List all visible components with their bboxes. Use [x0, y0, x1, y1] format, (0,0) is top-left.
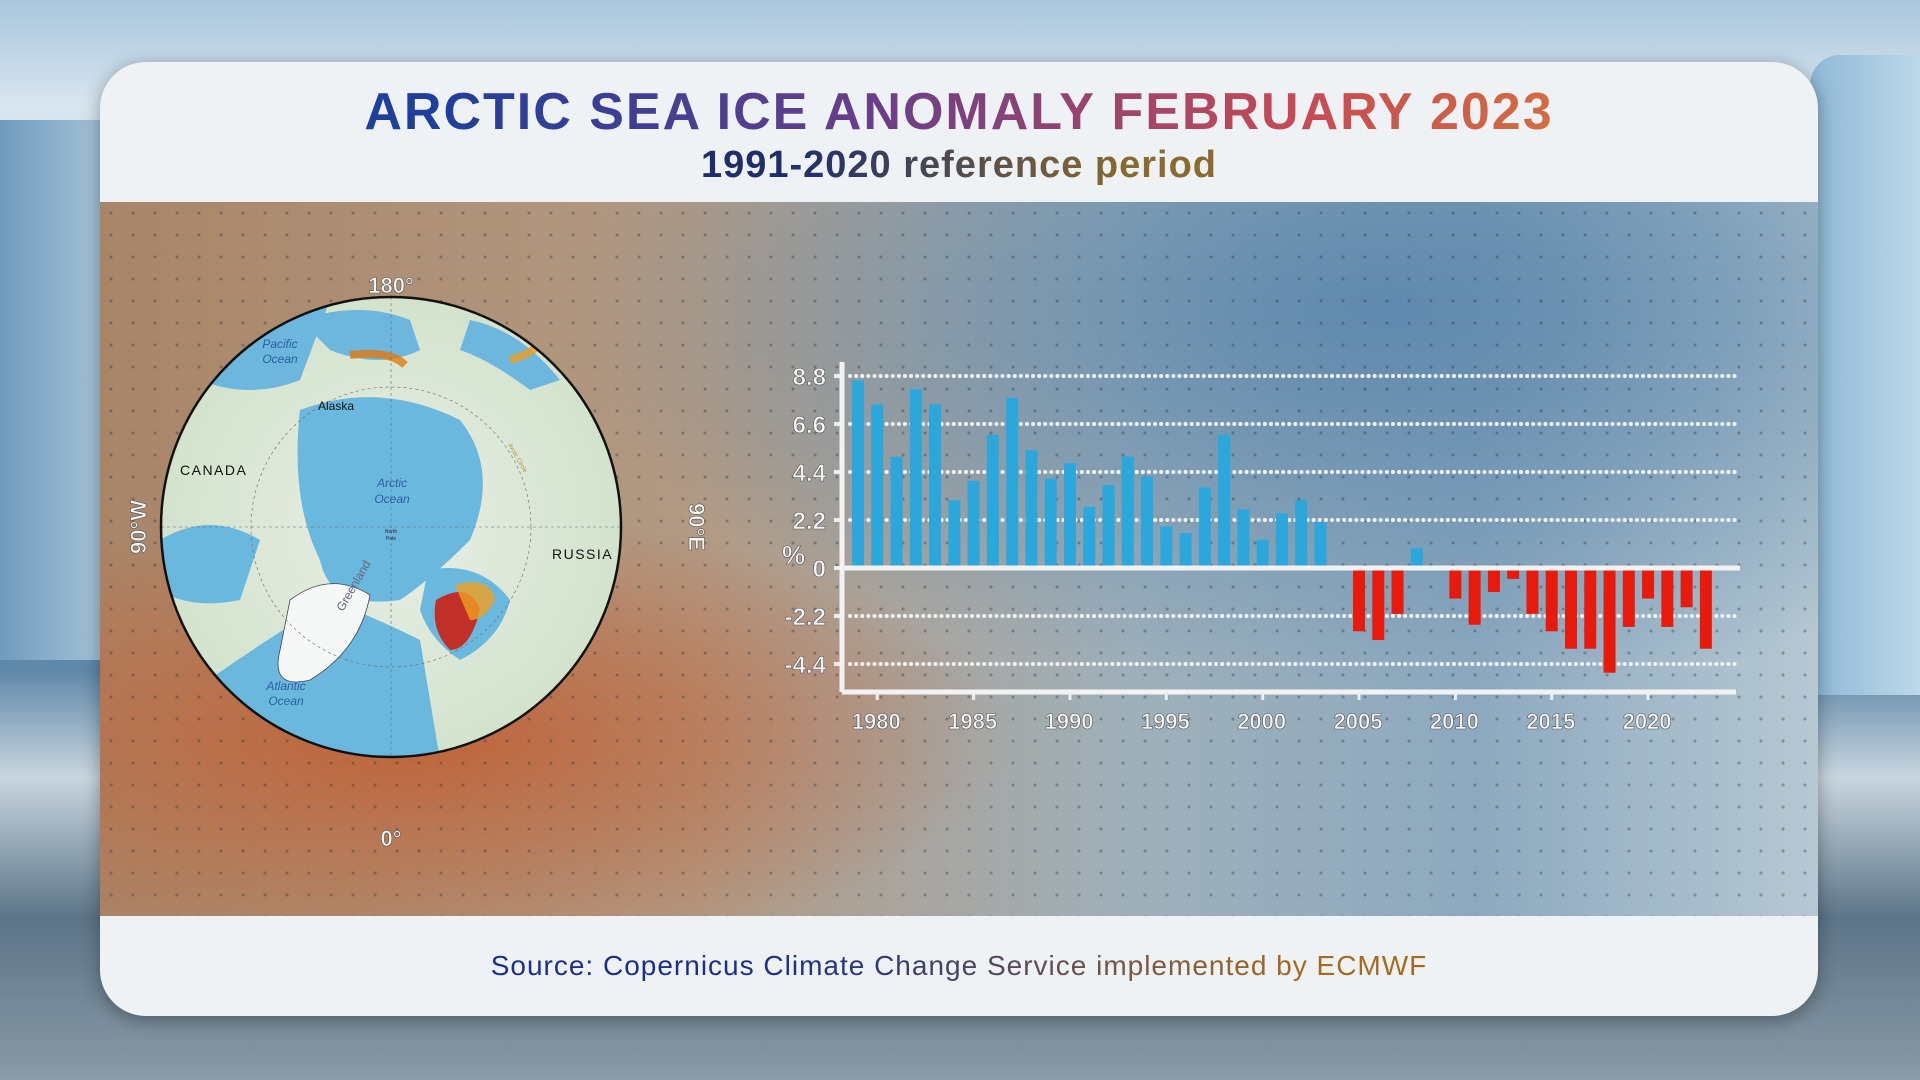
bar-2001: [1275, 513, 1288, 568]
bar-1980: [871, 404, 884, 568]
bar-2019: [1622, 568, 1635, 627]
label-north-pole-2: Pole: [386, 536, 396, 542]
compass-90w: 90°W: [126, 500, 151, 554]
anomaly-bar-chart: 8.8 6.6 4.4 2.2 0 -2.2 -4.4% 1980 1985 1990 1995 20…: [782, 362, 1742, 734]
bar-1999: [1237, 509, 1250, 568]
y-tick-label: 0: [813, 556, 826, 583]
bar-1995: [1160, 526, 1173, 568]
x-tick-label: 1990: [1044, 709, 1093, 734]
bar-2013: [1507, 568, 1520, 579]
bar-1987: [1006, 397, 1019, 568]
label-arctic-2: Ocean: [374, 492, 410, 506]
bar-1983: [929, 404, 942, 568]
bar-1993: [1121, 456, 1134, 568]
y-tick-label: 2.2: [793, 508, 826, 535]
bar-2010: [1449, 568, 1462, 599]
x-tick-label: 1995: [1141, 709, 1190, 734]
bar-1997: [1198, 487, 1211, 568]
bar-1990: [1063, 463, 1076, 568]
bar-1979: [852, 380, 864, 568]
bar-1996: [1179, 533, 1192, 568]
bar-2006: [1372, 568, 1385, 640]
x-tick-label: 1980: [852, 709, 901, 734]
source-footer: Source: Copernicus Climate Change Servic…: [100, 950, 1818, 982]
bar-2011: [1468, 568, 1481, 625]
x-tick-label: 2020: [1623, 709, 1672, 734]
bar-2003: [1314, 522, 1327, 568]
bar-2023: [1699, 568, 1712, 649]
y-tick-label: 8.8: [793, 364, 826, 391]
label-alaska: Alaska: [318, 399, 354, 413]
x-tick-label: 2015: [1526, 709, 1575, 734]
bar-1992: [1102, 485, 1115, 568]
compass-180: 180°: [368, 273, 414, 298]
page-title: ARCTIC SEA ICE ANOMALY FEBRUARY 2023: [100, 82, 1818, 142]
compass-0: 0°: [380, 826, 401, 851]
bar-2002: [1295, 500, 1308, 568]
y-tick-label: -4.4: [785, 652, 827, 679]
subtitle: 1991-2020 reference period: [100, 144, 1818, 187]
bar-1989: [1044, 478, 1057, 568]
label-atlantic-2: Ocean: [268, 694, 304, 708]
y-tick-label: 4.4: [793, 460, 827, 487]
background-left-panel: [0, 120, 110, 660]
bar-2014: [1526, 568, 1539, 614]
compass-90e: 90°E: [684, 503, 709, 551]
label-north-pole-1: North: [385, 529, 397, 535]
bar-1998: [1218, 434, 1231, 568]
label-russia: RUSSIA: [552, 546, 613, 562]
bar-2021: [1661, 568, 1674, 627]
bar-2020: [1642, 568, 1655, 599]
y-tick-label: 6.6: [793, 412, 826, 439]
bar-2005: [1353, 568, 1366, 632]
label-pacific-1: Pacific: [262, 337, 297, 351]
x-tick-label: 2005: [1334, 709, 1383, 734]
bar-2015: [1545, 568, 1558, 632]
bar-1988: [1025, 450, 1038, 568]
bar-2022: [1680, 568, 1693, 608]
bar-2008: [1410, 548, 1423, 568]
y-tick-label: -2.2: [785, 604, 826, 631]
bar-1984: [948, 500, 961, 568]
bar-1986: [986, 434, 999, 568]
bar-2007: [1391, 568, 1404, 614]
y-axis-label: %: [782, 540, 805, 570]
background-right-panel: [1810, 55, 1920, 695]
bar-2016: [1564, 568, 1577, 649]
label-pacific-2: Ocean: [262, 352, 298, 366]
bar-1985: [967, 480, 980, 568]
label-atlantic-1: Atlantic: [265, 679, 305, 693]
label-canada: CANADA: [180, 462, 247, 478]
x-tick-label: 1985: [948, 709, 997, 734]
bar-1982: [909, 389, 922, 568]
bar-1994: [1141, 476, 1154, 568]
bar-1981: [890, 456, 903, 568]
x-tick-label: 2000: [1237, 709, 1286, 734]
bar-2018: [1603, 568, 1616, 673]
bar-1991: [1083, 506, 1096, 568]
x-tick-label: 2010: [1430, 709, 1479, 734]
label-arctic-1: Arctic: [376, 476, 407, 490]
arctic-map: Pacific Ocean Arctic Ocean Atlantic Ocea…: [126, 273, 710, 852]
bar-2000: [1256, 539, 1269, 568]
bar-2012: [1487, 568, 1500, 592]
bar-2017: [1584, 568, 1597, 649]
